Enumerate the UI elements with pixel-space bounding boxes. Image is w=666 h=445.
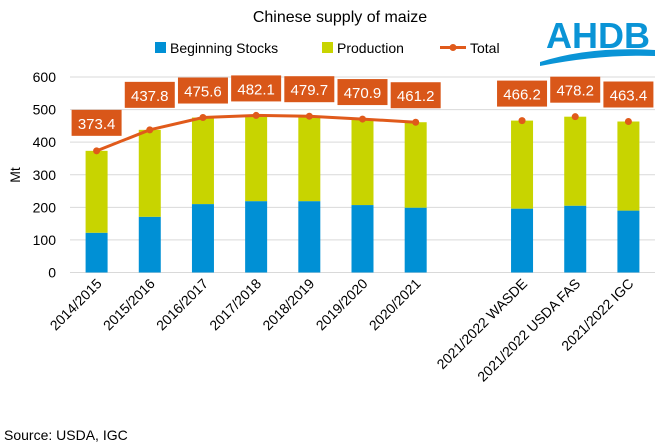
total-point	[518, 117, 526, 125]
total-label-box	[550, 76, 601, 103]
bar-production	[511, 120, 534, 209]
total-data-label: 463.4	[610, 88, 648, 105]
legend-label: Production	[337, 40, 404, 56]
legend: Beginning Stocks Production Total	[155, 40, 500, 56]
ahdb-logo: AHDB	[540, 15, 655, 66]
y-tick-label: 200	[33, 199, 57, 215]
x-tick-label: 2021/2022 USDA FAS	[474, 275, 583, 384]
total-point	[305, 112, 313, 120]
total-point	[146, 126, 154, 134]
total-data-label: 466.2	[503, 87, 541, 104]
x-tick-label: 2014/2015	[47, 275, 105, 333]
total-point	[252, 111, 260, 119]
source-note: Source: USDA, IGC	[4, 427, 128, 443]
total-data-label: 373.4	[78, 116, 116, 133]
bar-production	[298, 116, 321, 202]
bar-production	[138, 129, 161, 217]
bar-beginning-stocks	[351, 205, 374, 273]
total-data-label: 478.2	[556, 83, 594, 100]
legend-label: Beginning Stocks	[170, 40, 278, 56]
bar-beginning-stocks	[191, 204, 214, 273]
x-tick-label: 2017/2018	[206, 275, 264, 333]
bar-beginning-stocks	[564, 205, 587, 273]
y-tick-label: 100	[33, 232, 57, 248]
x-tick-label: 2016/2017	[153, 275, 211, 333]
total-label-box	[497, 80, 548, 107]
legend-swatch-0	[155, 42, 166, 53]
y-tick-label: 500	[33, 102, 57, 118]
x-tick-label: 2018/2019	[259, 275, 317, 333]
x-tick-label: 2015/2016	[100, 275, 158, 333]
bar-beginning-stocks	[511, 208, 534, 273]
bar-production	[191, 117, 214, 205]
total-data-label: 475.6	[184, 84, 222, 101]
total-data-label: 482.1	[237, 81, 275, 98]
x-tick-label: 2020/2021	[366, 275, 424, 333]
bar-beginning-stocks	[404, 207, 427, 273]
chart-title: Chinese supply of maize	[253, 9, 427, 26]
total-label-box	[71, 109, 122, 136]
y-axis-label: Mt	[7, 167, 23, 183]
y-tick-label: 400	[33, 134, 57, 150]
total-label-box	[177, 77, 228, 104]
bar-beginning-stocks	[138, 216, 161, 273]
y-tick-label: 600	[33, 69, 57, 85]
legend-swatch-1	[322, 42, 333, 53]
bar-production	[245, 115, 268, 202]
bar-beginning-stocks	[245, 201, 268, 273]
total-point	[412, 118, 420, 126]
total-point	[359, 115, 366, 123]
total-label-box	[603, 81, 654, 108]
total-point	[199, 114, 207, 122]
bar-beginning-stocks	[617, 210, 640, 273]
legend-label: Total	[470, 40, 500, 56]
total-label-box	[231, 75, 282, 102]
bar-production	[85, 150, 108, 233]
total-label-box	[390, 82, 441, 109]
y-tick-label: 0	[48, 265, 56, 281]
total-data-label: 470.9	[344, 85, 382, 102]
logo-text: AHDB	[546, 15, 650, 56]
bar-production	[617, 121, 640, 211]
logo-wave-icon	[540, 49, 655, 66]
total-label-box	[337, 79, 388, 106]
bar-beginning-stocks	[298, 201, 321, 273]
total-data-label: 437.8	[131, 88, 169, 105]
bar-production	[351, 119, 374, 206]
y-tick-label: 300	[33, 167, 57, 183]
total-label-box	[284, 76, 335, 103]
total-label-box	[124, 81, 175, 108]
total-data-label: 479.7	[291, 82, 329, 99]
total-point	[93, 147, 101, 155]
legend-marker	[449, 44, 457, 51]
bar-beginning-stocks	[85, 232, 108, 273]
total-data-label: 461.2	[397, 88, 435, 105]
x-tick-label: 2021/2022 WASDE	[433, 275, 530, 372]
bar-production	[404, 122, 427, 208]
total-point	[624, 118, 632, 126]
total-point	[571, 113, 579, 121]
bar-production	[564, 116, 587, 206]
x-tick-label: 2019/2020	[313, 275, 371, 333]
